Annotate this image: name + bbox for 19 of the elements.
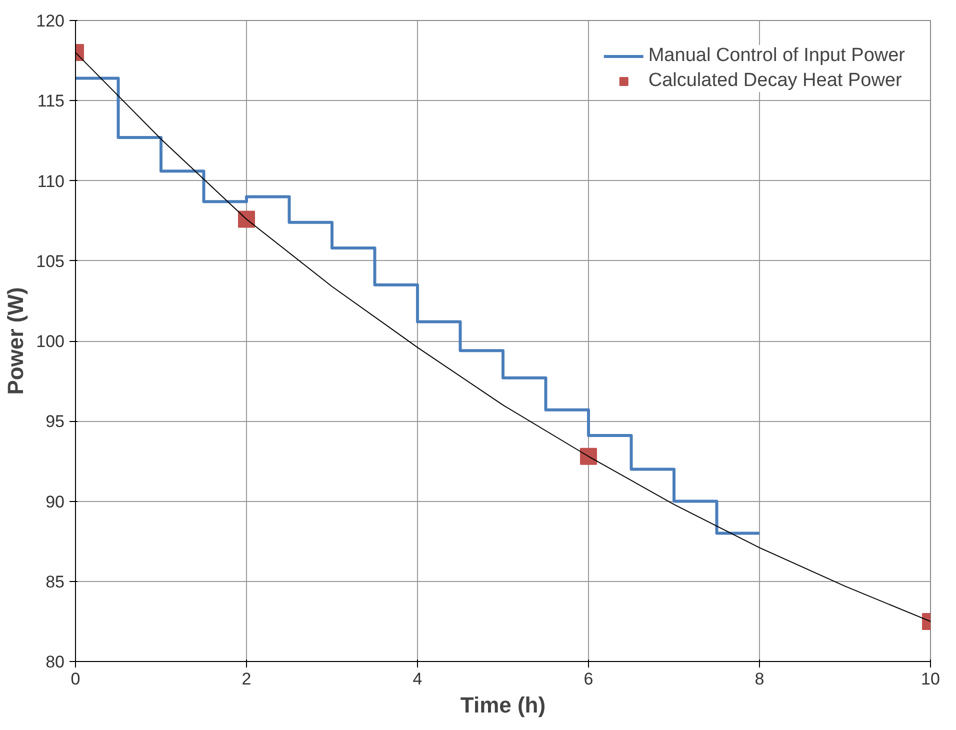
- x-tick-label: 6: [584, 670, 594, 688]
- y-tick-label: 90: [46, 492, 65, 512]
- y-axis-title: Power (W): [3, 287, 28, 395]
- y-tick-label: 80: [46, 652, 65, 672]
- x-axis-title: Time (h): [460, 692, 546, 718]
- y-tick-label: 110: [37, 172, 65, 191]
- x-tick-label: 2: [242, 670, 252, 688]
- y-tick-label: 95: [46, 412, 65, 432]
- y-tick-label: 120: [36, 12, 65, 30]
- y-tick-label: 100: [36, 332, 65, 351]
- y-tick-label: 85: [46, 572, 65, 592]
- x-tick-label: 10: [921, 670, 940, 688]
- x-tick-label: 0: [70, 670, 80, 688]
- x-tick-label: 8: [754, 670, 764, 688]
- legend-label: Manual Control of Input Power: [648, 45, 905, 67]
- legend-label: Calculated Decay Heat Power: [648, 70, 902, 92]
- x-tick-label: 4: [412, 670, 422, 688]
- y-tick-label: 105: [36, 252, 65, 271]
- y-tick-label: 115: [37, 92, 65, 111]
